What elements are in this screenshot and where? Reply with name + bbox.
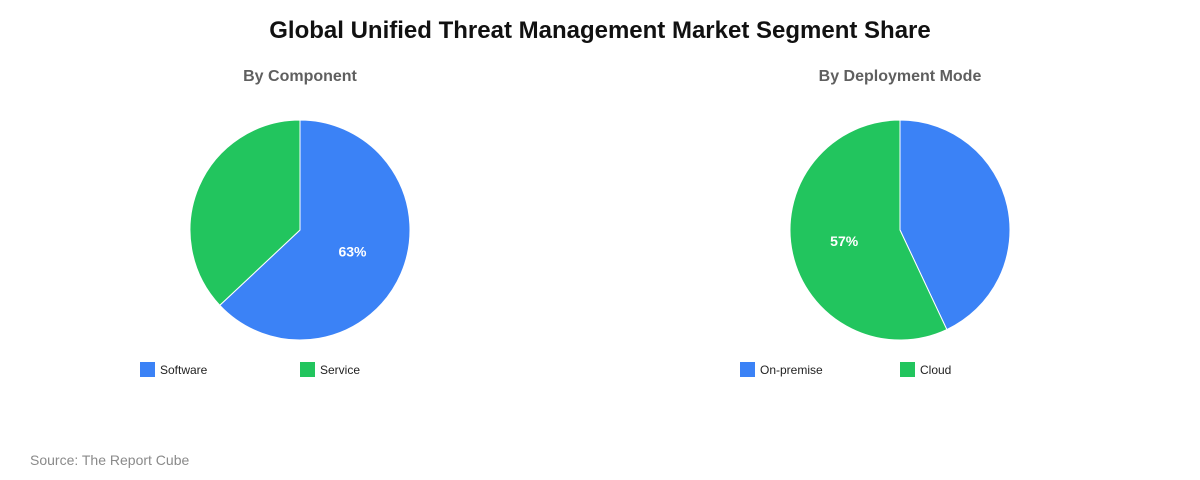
legend-label-software: Software [160, 362, 208, 377]
legend-swatch-on-premise [740, 362, 755, 377]
legend-item-cloud: Cloud [900, 362, 951, 377]
legend-item-on-premise: On-premise [740, 362, 823, 377]
pie-subtitle-deployment: By Deployment Mode [818, 68, 982, 85]
pie-panel-component: By Component 63% Software Service [0, 60, 600, 400]
pie-slice-software [219, 119, 411, 341]
legend-item-software: Software [140, 362, 207, 377]
legend-label-cloud: Cloud [920, 362, 952, 377]
legend-swatch-software [140, 362, 155, 377]
pie-data-label-cloud: 57% [830, 233, 859, 249]
legend-label-service: Service [320, 362, 361, 377]
legend-label-on-premise: On-premise [760, 362, 823, 377]
pie-subtitle-component: By Component [243, 68, 357, 85]
legend-item-service: Service [300, 362, 360, 377]
pie-slice-on-premise [899, 119, 1011, 331]
legend-swatch-service [300, 362, 315, 377]
pie-panel-deployment: By Deployment Mode 57% On-premise Cloud [600, 60, 1200, 400]
chart-title: Global Unified Threat Management Market … [269, 17, 931, 44]
pie-data-label-software: 63% [338, 243, 367, 259]
pie-slice-service [189, 119, 301, 307]
pie-chart-deployment: 57% [789, 119, 1011, 341]
pie-chart-component: 63% [189, 119, 411, 341]
pie-slice-cloud [789, 119, 948, 341]
source-note: Source: The Report Cube [30, 452, 190, 468]
legend-swatch-cloud [900, 362, 915, 377]
